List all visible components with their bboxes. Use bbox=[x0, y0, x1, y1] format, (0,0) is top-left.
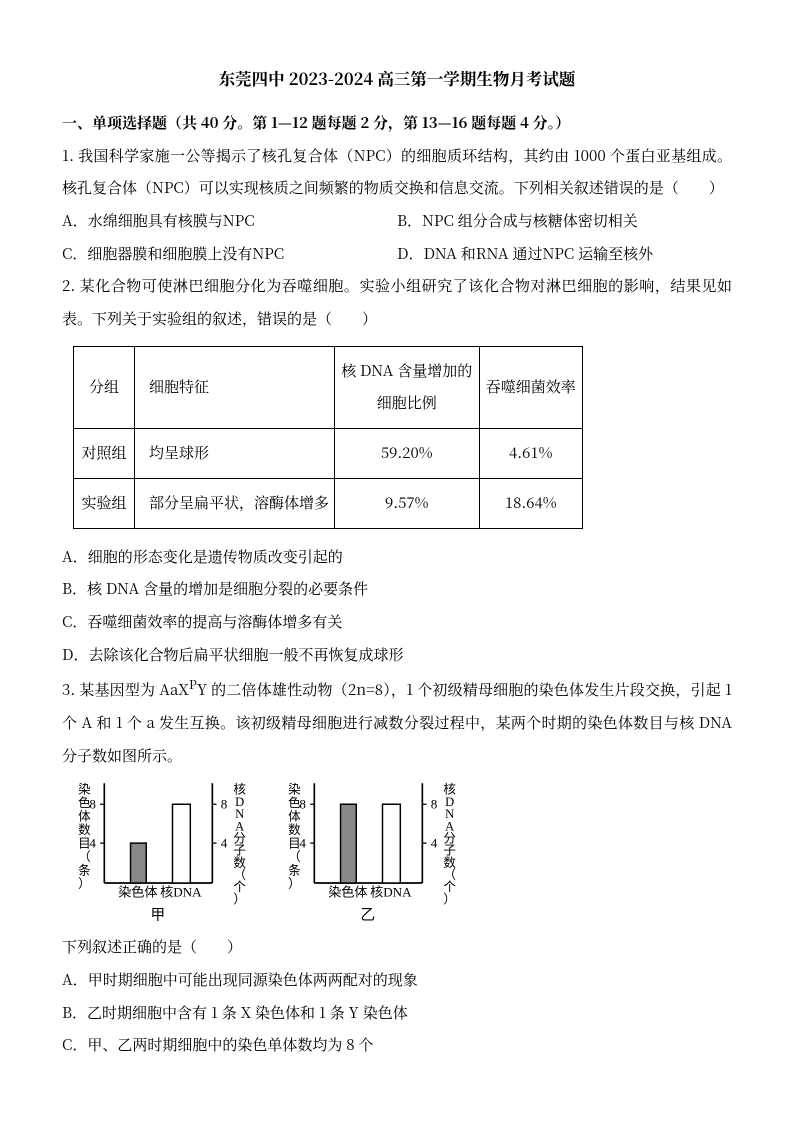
svg-text:4: 4 bbox=[431, 836, 438, 851]
svg-text:染色体: 染色体 bbox=[118, 884, 157, 900]
svg-text:甲: 甲 bbox=[150, 908, 165, 924]
svg-text:8: 8 bbox=[221, 797, 228, 812]
svg-text:核DNA: 核DNA bbox=[370, 885, 412, 900]
svg-text:染色体数目（条）: 染色体数目（条） bbox=[78, 783, 91, 891]
svg-text:4: 4 bbox=[221, 836, 228, 851]
svg-text:染色体数目（条）: 染色体数目（条） bbox=[288, 783, 301, 891]
svg-text:8: 8 bbox=[431, 797, 438, 812]
svg-text:核DNA: 核DNA bbox=[160, 885, 202, 900]
svg-text:染色体: 染色体 bbox=[328, 884, 367, 900]
svg-text:乙: 乙 bbox=[360, 908, 375, 924]
